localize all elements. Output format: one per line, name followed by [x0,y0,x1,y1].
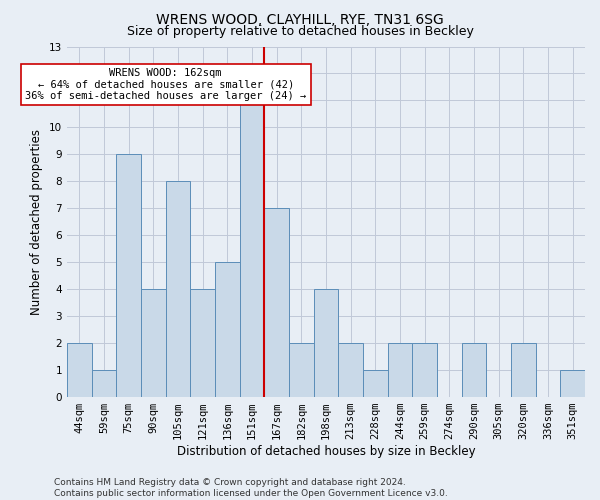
Bar [240,100,265,397]
Bar [412,342,437,396]
Bar [461,342,487,396]
Y-axis label: Number of detached properties: Number of detached properties [31,128,43,314]
Text: Contains HM Land Registry data © Crown copyright and database right 2024.
Contai: Contains HM Land Registry data © Crown c… [54,478,448,498]
Bar [560,370,585,396]
Text: Size of property relative to detached houses in Beckley: Size of property relative to detached ho… [127,25,473,38]
Bar [511,342,536,396]
Bar [338,342,363,396]
Bar [116,154,141,396]
Bar [141,289,166,397]
Bar [67,342,92,396]
Text: WRENS WOOD, CLAYHILL, RYE, TN31 6SG: WRENS WOOD, CLAYHILL, RYE, TN31 6SG [156,12,444,26]
Bar [314,289,338,397]
Bar [363,370,388,396]
Bar [388,342,412,396]
Bar [190,289,215,397]
Bar [289,342,314,396]
X-axis label: Distribution of detached houses by size in Beckley: Distribution of detached houses by size … [177,444,475,458]
Bar [166,181,190,396]
Bar [92,370,116,396]
Bar [265,208,289,396]
Text: WRENS WOOD: 162sqm
← 64% of detached houses are smaller (42)
36% of semi-detache: WRENS WOOD: 162sqm ← 64% of detached hou… [25,68,307,101]
Bar [215,262,240,396]
